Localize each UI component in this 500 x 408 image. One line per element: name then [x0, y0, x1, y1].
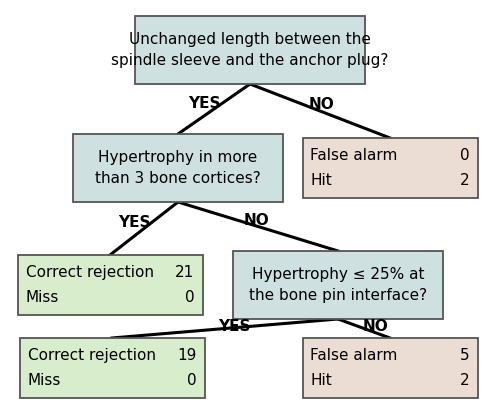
Text: False alarm
Hit: False alarm Hit	[310, 348, 398, 388]
FancyBboxPatch shape	[233, 251, 443, 319]
Text: Correct rejection
Miss: Correct rejection Miss	[26, 265, 154, 306]
FancyBboxPatch shape	[18, 255, 202, 315]
Text: 0
2: 0 2	[460, 148, 469, 188]
Text: NO: NO	[244, 213, 270, 228]
Text: Correct rejection
Miss: Correct rejection Miss	[28, 348, 156, 388]
FancyBboxPatch shape	[302, 138, 478, 198]
Text: YES: YES	[118, 215, 150, 230]
Text: 19
0: 19 0	[177, 348, 197, 388]
Text: False alarm
Hit: False alarm Hit	[310, 148, 398, 188]
Text: 5
2: 5 2	[460, 348, 469, 388]
Text: NO: NO	[363, 319, 388, 334]
Text: Hypertrophy in more
than 3 bone cortices?: Hypertrophy in more than 3 bone cortices…	[95, 150, 261, 186]
FancyBboxPatch shape	[73, 134, 283, 202]
FancyBboxPatch shape	[135, 16, 365, 84]
FancyBboxPatch shape	[20, 338, 204, 398]
Text: 21
0: 21 0	[176, 265, 195, 306]
Text: NO: NO	[308, 97, 334, 112]
Text: Unchanged length between the
spindle sleeve and the anchor plug?: Unchanged length between the spindle sle…	[112, 32, 388, 68]
Text: Hypertrophy ≤ 25% at
the bone pin interface?: Hypertrophy ≤ 25% at the bone pin interf…	[249, 267, 427, 303]
FancyBboxPatch shape	[302, 338, 478, 398]
Text: YES: YES	[218, 319, 250, 334]
Text: YES: YES	[188, 95, 221, 111]
